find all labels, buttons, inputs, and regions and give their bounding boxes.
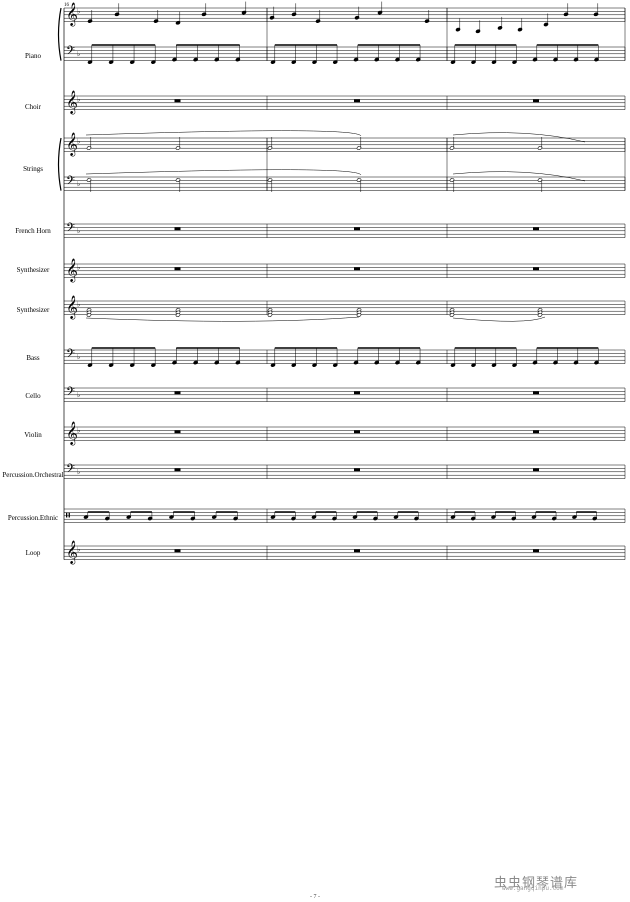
flat-key-signature: ♭ <box>77 353 80 361</box>
half-note-head <box>267 313 273 317</box>
whole-rest <box>174 391 181 395</box>
instrument-name: Bass <box>26 354 40 362</box>
whole-rest <box>533 267 539 271</box>
whole-rest <box>354 468 360 472</box>
instrument-name: Synthesizer <box>17 266 50 274</box>
instrument-cello: Cello 𝄢 ♭ <box>25 386 626 402</box>
slur <box>452 132 586 143</box>
watermark: 虫虫钢琴谱库 www.gangqinpu.com <box>488 870 628 894</box>
percussion-clef: 𝄥 <box>66 509 70 524</box>
brace <box>57 137 62 191</box>
flat-key-signature: ♭ <box>77 264 80 272</box>
half-note-head <box>537 313 543 317</box>
treble-clef: 𝄞 <box>66 258 78 283</box>
whole-rest <box>174 227 181 231</box>
flat-key-signature: ♭ <box>77 8 80 16</box>
slur <box>85 130 362 137</box>
measure-number: 16 <box>64 3 70 8</box>
instrument-name: Percussion.Ethnic <box>8 514 58 522</box>
whole-rest <box>354 267 360 271</box>
slur <box>85 316 360 322</box>
flat-key-signature: ♭ <box>77 50 80 58</box>
instrument-name: Violin <box>24 431 42 439</box>
half-note-head <box>537 178 543 182</box>
instrument-name: Choir <box>25 103 42 111</box>
brace <box>57 7 62 61</box>
treble-clef: 𝄞 <box>66 295 78 320</box>
instrument-name: Piano <box>25 52 41 60</box>
whole-rest <box>354 549 360 553</box>
whole-rest <box>533 227 539 231</box>
whole-rest <box>354 227 360 231</box>
whole-rest <box>174 99 181 103</box>
whole-rest <box>174 267 181 271</box>
whole-rest <box>354 430 360 434</box>
bass-clef: 𝄢 <box>66 45 75 61</box>
whole-rest <box>533 99 539 103</box>
bass-clef: 𝄢 <box>66 222 75 238</box>
instrument-violin: Violin 𝄞 ♭ <box>24 421 626 446</box>
whole-rest <box>354 391 360 395</box>
whole-rest <box>354 99 360 103</box>
instrument-percussion-ethnic: Percussion.Ethnic 𝄥 <box>8 508 626 524</box>
score-system: Piano𝄞 ♭𝄢 ♭Choir 𝄞 ♭Strings𝄞 ♭𝄢 ♭French Horn 𝄢 ♭… <box>2 2 626 565</box>
half-note-head <box>356 178 362 182</box>
bass-clef: 𝄢 <box>66 463 75 479</box>
treble-clef: 𝄞 <box>66 540 78 565</box>
instrument-french-horn: French Horn 𝄢 ♭ <box>15 222 626 238</box>
instrument-name: Synthesizer <box>17 306 50 314</box>
flat-key-signature: ♭ <box>77 138 80 146</box>
half-note-head <box>86 313 92 317</box>
half-note-head <box>267 178 273 182</box>
instrument-synthesizer: Synthesizer 𝄞 ♭ <box>17 258 626 283</box>
instrument-name: Loop <box>26 549 41 557</box>
instrument-name: French Horn <box>15 227 51 235</box>
flat-key-signature: ♭ <box>77 96 80 104</box>
bass-clef: 𝄢 <box>66 386 75 402</box>
instrument-name: Strings <box>23 165 43 173</box>
half-note-head <box>356 313 362 317</box>
whole-rest <box>533 430 539 434</box>
instrument-strings: Strings𝄞 ♭𝄢 ♭ <box>23 130 626 192</box>
half-note-head <box>449 178 455 182</box>
watermark-logo-text: 虫虫钢琴谱库 <box>494 876 579 891</box>
bass-clef: 𝄢 <box>66 348 75 364</box>
slur <box>452 316 546 322</box>
treble-clef: 𝄞 <box>66 90 78 115</box>
whole-rest <box>174 549 181 553</box>
watermark-url: www.gangqinpu.com <box>502 885 564 892</box>
flat-key-signature: ♭ <box>77 546 80 554</box>
treble-clef: 𝄞 <box>66 421 78 446</box>
instrument-choir: Choir 𝄞 ♭ <box>25 90 626 115</box>
whole-rest <box>533 549 539 553</box>
whole-rest <box>174 430 181 434</box>
instrument-synthesizer: Synthesizer 𝄞 ♭ <box>17 295 626 322</box>
flat-key-signature: ♭ <box>77 427 80 435</box>
flat-key-signature: ♭ <box>77 301 80 309</box>
instrument-name: Cello <box>25 392 41 400</box>
whole-rest <box>174 468 181 472</box>
whole-rest <box>533 391 539 395</box>
flat-key-signature: ♭ <box>77 468 80 476</box>
slur <box>452 171 586 182</box>
instrument-loop: Loop 𝄞 ♭ <box>26 540 626 565</box>
page-number: - 7 - <box>310 894 320 900</box>
instrument-bass: Bass 𝄢 ♭ <box>26 347 626 367</box>
half-note-head <box>175 178 181 182</box>
instrument-name: Percussion.Orchestral <box>2 471 63 479</box>
flat-key-signature: ♭ <box>77 391 80 399</box>
treble-clef: 𝄞 <box>66 2 78 27</box>
whole-rest <box>533 468 539 472</box>
instrument-piano: Piano𝄞 ♭𝄢 ♭ <box>25 2 626 64</box>
half-note-head <box>86 178 92 182</box>
treble-clef: 𝄞 <box>66 132 78 157</box>
flat-key-signature: ♭ <box>77 227 80 235</box>
flat-key-signature: ♭ <box>77 180 80 188</box>
half-note-head <box>449 313 455 317</box>
bass-clef: 𝄢 <box>66 175 75 191</box>
slur <box>85 169 362 176</box>
instrument-percussion-orchestral: Percussion.Orchestral 𝄢 ♭ <box>2 463 626 479</box>
half-note-head <box>175 313 181 317</box>
